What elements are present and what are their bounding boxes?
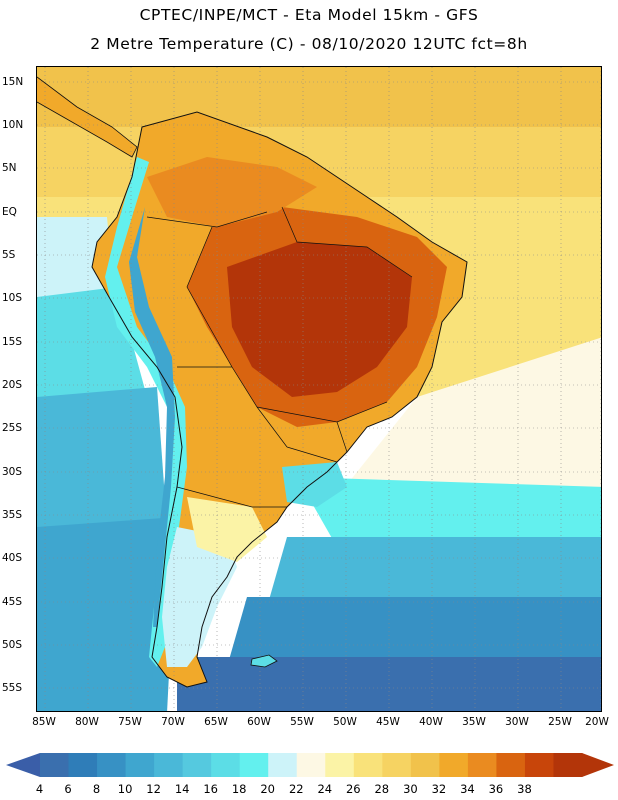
colorbar-cell: [68, 753, 98, 777]
temperature-map: [36, 66, 602, 712]
map-graphic: [37, 67, 601, 711]
colorbar-cell: [211, 753, 241, 777]
colorbar-under-arrow: [6, 753, 40, 777]
colorbar-label: 8: [92, 782, 101, 796]
lon-tick: 85W: [32, 716, 56, 728]
lon-tick: 25W: [548, 716, 572, 728]
colorbar-cell: [496, 753, 526, 777]
lat-tick: 55S: [2, 682, 23, 694]
lat-tick: 45S: [2, 596, 23, 608]
colorbar-over-arrow: [582, 753, 614, 777]
temperature-colorbar: [6, 753, 614, 777]
lon-tick: 40W: [419, 716, 443, 728]
andes-coldest: [129, 207, 175, 627]
colorbar-label: 22: [288, 782, 304, 796]
atlantic-band-12: [267, 537, 601, 607]
lon-tick: 60W: [247, 716, 271, 728]
colorbar-cell: [239, 753, 269, 777]
colorbar-label: 16: [203, 782, 218, 796]
colorbar-label: 28: [374, 782, 390, 796]
central-america-coast: [37, 76, 138, 158]
lon-tick: 45W: [376, 716, 400, 728]
lat-tick: 50S: [2, 639, 23, 651]
country-borders: [146, 206, 413, 508]
lon-tick: 80W: [75, 716, 99, 728]
colorbar-label: 34: [460, 782, 475, 796]
colorbar-cells: [40, 753, 583, 777]
lat-tick: 10S: [2, 292, 23, 304]
lat-tick: 20S: [2, 379, 23, 391]
lat-tick: 30S: [2, 466, 23, 478]
colorbar-cell: [524, 753, 554, 777]
map-title: CPTEC/INPE/MCT - Eta Model 15km - GFS: [139, 6, 479, 24]
lon-tick: 65W: [204, 716, 228, 728]
colorbar-label: 6: [64, 782, 72, 796]
colorbar-cell: [125, 753, 155, 777]
colorbar-label: 4: [35, 782, 44, 796]
colorbar-cell: [268, 753, 298, 777]
colorbar-cell: [410, 753, 440, 777]
colorbar-label: 24: [317, 782, 333, 796]
colorbar-label: 14: [174, 782, 190, 796]
colorbar-cell: [97, 753, 127, 777]
colorbar-label: 18: [231, 782, 247, 796]
atlantic-band-8: [227, 597, 601, 667]
lat-tick: 40S: [2, 552, 23, 564]
colorbar-cell: [467, 753, 497, 777]
colorbar-label: 32: [431, 782, 447, 796]
north-coast-warm: [147, 157, 317, 227]
colorbar-cell: [325, 753, 355, 777]
ocean-warmest-north: [37, 67, 601, 127]
lon-tick: 70W: [161, 716, 185, 728]
atlantic-band-4: [177, 657, 601, 711]
hot-core-38: [227, 242, 412, 397]
lat-tick: 15S: [2, 336, 23, 348]
lon-tick: 20W: [585, 716, 609, 728]
colorbar-label: 30: [403, 782, 418, 796]
colorbar-cell: [182, 753, 212, 777]
pacific-band-12: [37, 387, 167, 537]
lat-tick: 10N: [2, 119, 24, 131]
colorbar-label: 10: [117, 782, 133, 796]
lat-tick: EQ: [2, 206, 17, 218]
lon-tick: 30W: [505, 716, 529, 728]
coastline: [91, 111, 468, 688]
pacific-band-10: [37, 517, 177, 711]
lat-tick: 15N: [2, 76, 24, 88]
lon-tick: 55W: [290, 716, 314, 728]
lat-tick: 5N: [2, 162, 17, 174]
colorbar-cell: [353, 753, 383, 777]
colorbar-label: 26: [345, 782, 361, 796]
colorbar-label: 12: [146, 782, 161, 796]
colorbar-cell: [382, 753, 412, 777]
lat-tick: 35S: [2, 509, 23, 521]
atlantic-band-18: [297, 477, 601, 547]
map-subtitle: 2 Metre Temperature (C) - 08/10/2020 12U…: [90, 35, 528, 53]
colorbar-label: 20: [260, 782, 275, 796]
patagonia-mid: [187, 497, 267, 562]
colorbar-cell: [154, 753, 184, 777]
lon-tick: 35W: [462, 716, 486, 728]
colorbar-cell: [553, 753, 583, 777]
lat-tick: 5S: [2, 249, 16, 261]
colorbar-cell: [296, 753, 326, 777]
central-america: [37, 77, 137, 157]
patagonia-cool: [162, 527, 237, 667]
ocean-band-22: [337, 337, 601, 497]
lat-tick: 25S: [2, 422, 23, 434]
colorbar-cell: [439, 753, 469, 777]
lon-tick: 50W: [333, 716, 357, 728]
colorbar-label: 36: [488, 782, 504, 796]
falklands: [250, 654, 278, 668]
colorbar-label: 38: [517, 782, 532, 796]
lon-tick: 75W: [118, 716, 142, 728]
colorbar-cell: [40, 753, 70, 777]
